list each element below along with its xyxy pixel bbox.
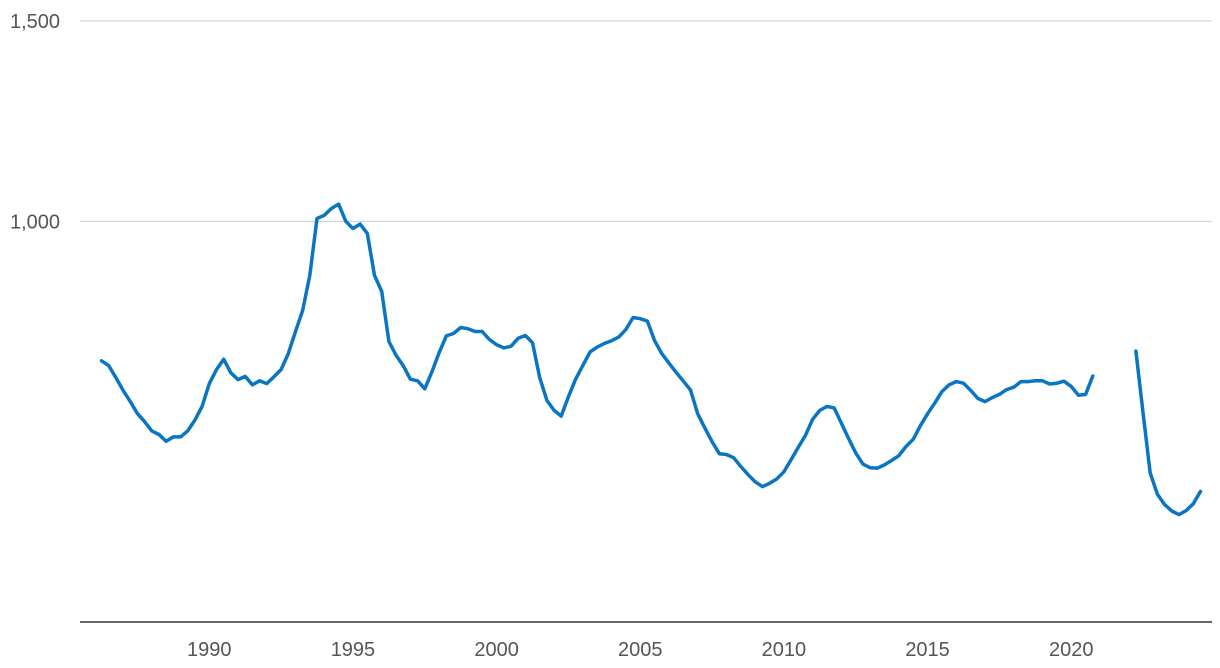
x-tick-label: 2020 xyxy=(1049,639,1094,661)
series-line-segment xyxy=(1134,349,1203,517)
x-tick-label: 1990 xyxy=(187,639,232,661)
x-tick-label: 2010 xyxy=(762,639,807,661)
x-tick-label: 2005 xyxy=(618,639,663,661)
x-tick-label: 2015 xyxy=(905,639,950,661)
x-tick-label: 2000 xyxy=(474,639,519,661)
gridlines xyxy=(80,20,1212,222)
series-line-segment xyxy=(99,202,1095,489)
y-axis-tick-labels: 1,000 1,500 xyxy=(10,11,60,233)
series-lines xyxy=(99,202,1203,517)
y-tick-label: 1,500 xyxy=(10,11,60,33)
x-axis-tick-labels: 1990 1995 2000 2005 2010 2015 2020 xyxy=(187,639,1093,661)
x-tick-label: 1995 xyxy=(331,639,376,661)
y-tick-label: 1,000 xyxy=(10,211,60,233)
